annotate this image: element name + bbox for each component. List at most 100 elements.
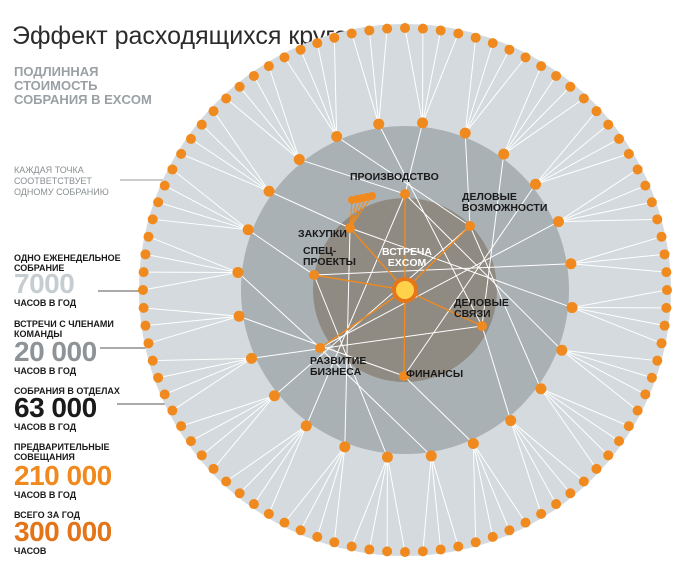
outer-dot [591,463,602,474]
outer-dot [504,525,515,536]
outer-link [164,185,249,231]
mid-link [274,225,471,397]
outer-link [464,49,510,134]
mid-link [336,136,471,227]
stat-value-total: 300 000 [14,516,112,547]
outer-dot [640,389,651,400]
label-finance: ФИНАНСЫ [406,368,464,380]
outer-dot [536,508,547,519]
hub-dot [400,189,410,199]
outer-link [561,349,658,362]
mid-link [469,225,542,389]
outer-dot [176,148,187,159]
outer-dot [143,231,154,242]
mid-dot [242,224,254,236]
excom-link [313,274,406,291]
outer-dot [329,537,340,548]
stat-unit-preliminary: ЧАСОВ В ГОД [14,490,77,500]
stat-value-departments: 63 000 [14,392,97,423]
mid-link [464,133,471,227]
outer-link [253,75,300,160]
mid-link [237,272,321,349]
hub-dot [315,343,325,353]
stat-label-total: ВСЕГО ЗА ГОД [14,510,81,520]
outer-link [472,443,510,531]
mid-link [251,325,483,359]
outer-link [213,110,270,192]
mid-link [403,375,474,444]
excom-link [404,289,483,327]
outer-link [386,456,406,553]
mid-dot [233,310,245,322]
outer-link [152,218,249,231]
outer-dot [234,81,245,92]
label-business-development: РАЗВИТИЕ БИЗНЕСА [310,355,367,378]
outer-link [213,395,275,470]
mid-link [268,190,351,229]
outer-dot [614,133,625,144]
mid-dot [373,118,385,130]
outer-link [464,42,494,134]
mid-dot [565,258,577,270]
outer-dot [279,52,290,63]
outer-dot [417,546,428,557]
dot-legend-note: КАЖДАЯ ТОЧКА СООТВЕТСТВУЕТ ОДНОМУ СОБРАН… [14,165,109,197]
mid-dot [425,450,437,462]
outer-link [368,30,380,125]
outer-dot [382,23,393,34]
outer-dot [329,32,340,43]
label-business-relations: ДЕЛОВЫЕ СВЯЗИ [454,297,509,320]
outer-link [540,388,620,442]
mid-link [313,274,388,458]
stat-value-team: 20 000 [14,336,97,367]
outer-link [378,28,388,125]
outer-link [190,138,270,192]
mid-link [313,263,571,276]
outer-dot [263,508,274,519]
outer-link [570,236,662,265]
outer-dot [661,302,672,313]
outer-link [404,27,424,124]
outer-link [158,357,252,379]
outer-link [535,138,620,185]
outer-link [503,86,571,155]
outer-link [472,443,477,543]
outer-dot [138,302,149,313]
stat-value-weekly: 7000 [14,268,75,299]
outer-dot [196,450,207,461]
outer-dot [346,541,357,552]
outer-link [172,357,252,411]
outer-dot [623,148,634,159]
stat-value-preliminary: 210 000 [14,460,112,491]
stat-label-preliminary: ПРЕДВАРИТЕЛЬНЫЕ СОВЕЩАНИЯ [14,442,110,462]
excom-link [403,289,406,377]
outer-link [142,271,239,291]
outer-dot [248,499,259,510]
outer-link [316,446,346,538]
outer-dot [234,488,245,499]
mid-link [344,227,351,447]
mid-dot [331,131,343,143]
outer-link [333,446,346,543]
outer-dot [623,421,634,432]
outer-link [351,33,380,125]
mid-dot [566,302,578,314]
outer-dot [400,547,410,557]
outer-dot [614,436,625,447]
outer-link [540,388,630,427]
mid-link [299,158,406,195]
mid-dot [246,352,258,364]
mid-link [481,154,505,327]
outer-dot [295,525,306,536]
outer-link [351,456,388,547]
outer-dot [487,38,498,49]
mid-dot [556,344,568,356]
excom-center-dot [392,277,418,303]
purchasing-fan-line [349,197,363,229]
outer-link [464,37,477,134]
hub-dot [399,371,409,381]
outer-dot [346,28,357,39]
hub-dot [309,270,319,280]
outer-dot [487,531,498,542]
mid-dot [381,451,393,463]
